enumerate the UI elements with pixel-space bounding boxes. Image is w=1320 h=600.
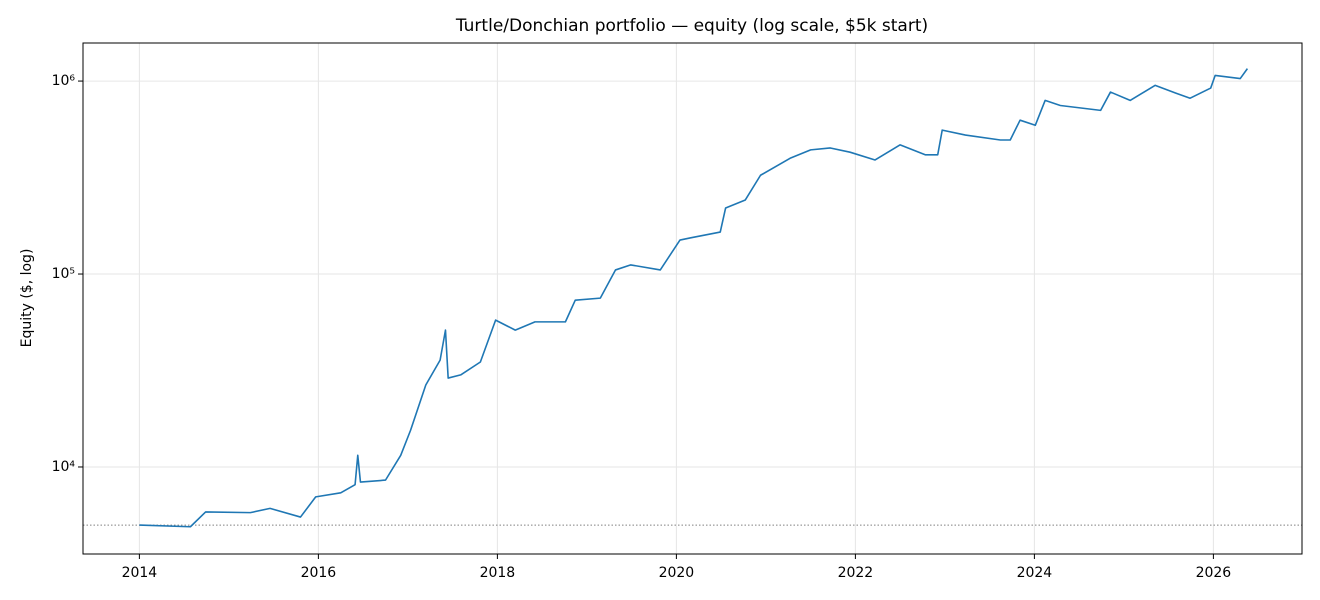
x-tick-label: 2026 [1196,565,1232,581]
plot-frame [82,42,1303,555]
y-axis-label: Equity ($, log) [19,249,35,348]
y-tick-label: 10⁴ [52,459,76,475]
y-tick-label: 10⁵ [52,266,75,282]
chart-title: Turtle/Donchian portfolio — equity (log … [455,16,928,36]
x-tick-label: 2020 [659,565,695,581]
x-tick-label: 2022 [838,565,874,581]
equity-line [139,68,1249,528]
x-tick-label: 2018 [480,565,516,581]
x-tick-label: 2014 [122,565,158,581]
x-tick-label: 2024 [1017,565,1053,581]
y-tick-label: 10⁶ [52,73,76,89]
x-tick-label: 2016 [301,565,337,581]
